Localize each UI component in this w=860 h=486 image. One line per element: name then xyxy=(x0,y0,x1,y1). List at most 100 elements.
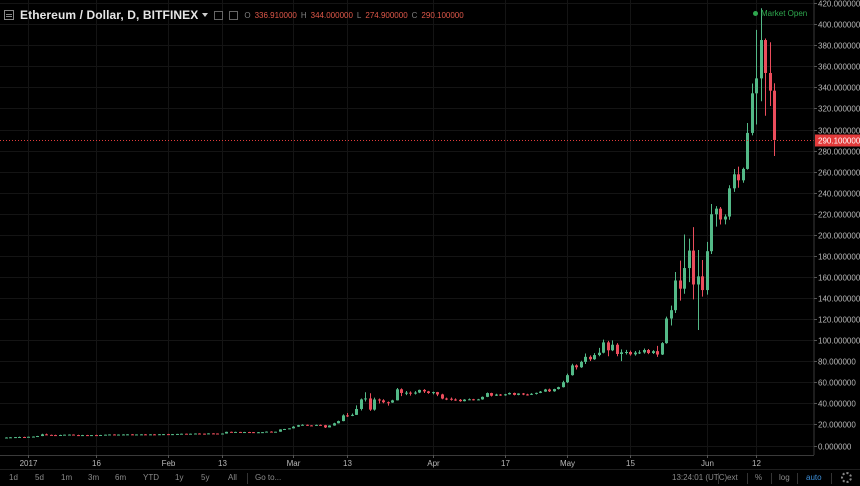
settings-square-icon[interactable] xyxy=(214,10,224,20)
x-tick-label: 15 xyxy=(626,459,635,468)
candle xyxy=(652,350,655,354)
candle-body xyxy=(719,208,722,220)
candle xyxy=(710,204,713,255)
candle-body xyxy=(450,398,453,400)
candle-body xyxy=(342,415,345,422)
candle-body xyxy=(477,399,480,401)
chart-header: Ethereum / Dollar, D, BITFINEX O 336.910… xyxy=(4,7,464,23)
candle-body xyxy=(328,425,331,428)
auto-toggle[interactable]: auto xyxy=(806,473,822,482)
range-1d-button[interactable]: 1d xyxy=(9,473,18,482)
candle xyxy=(301,424,304,426)
candle xyxy=(495,393,498,397)
open-label: O xyxy=(244,10,251,20)
candle xyxy=(270,431,273,433)
candle-body xyxy=(176,433,179,435)
symbol-menu-icon[interactable] xyxy=(4,10,14,20)
compare-square-icon[interactable] xyxy=(229,10,239,20)
log-toggle[interactable]: log xyxy=(779,473,790,482)
candle xyxy=(557,386,560,390)
candle xyxy=(274,431,277,433)
candle xyxy=(423,389,426,393)
candle-body xyxy=(81,435,84,437)
candle-body xyxy=(68,434,71,436)
gear-icon[interactable] xyxy=(841,472,852,483)
y-tick-label: 300.000000 xyxy=(818,127,860,136)
range-all-button[interactable]: All xyxy=(228,473,237,482)
percent-toggle[interactable]: % xyxy=(755,473,763,482)
symbol-title[interactable]: Ethereum / Dollar, D, BITFINEX xyxy=(20,8,199,22)
candle-body xyxy=(189,433,192,435)
candle-body xyxy=(9,437,12,439)
candle xyxy=(643,348,646,354)
candle xyxy=(360,398,363,411)
candle xyxy=(611,340,614,352)
high-value: 344.000000 xyxy=(310,10,353,20)
range-5d-button[interactable]: 5d xyxy=(35,473,44,482)
candle-body xyxy=(283,428,286,430)
candle xyxy=(755,29,758,125)
candle xyxy=(95,434,98,437)
grid-lines xyxy=(0,0,814,455)
candle-body xyxy=(23,436,26,438)
range-1y-button[interactable]: 1y xyxy=(175,473,184,482)
y-tick-label: 20.000000 xyxy=(818,421,856,430)
candle xyxy=(566,373,569,383)
range-6m-button[interactable]: 6m xyxy=(115,473,127,482)
candle-body xyxy=(746,132,749,169)
candle-body xyxy=(99,434,102,436)
candle xyxy=(733,169,736,192)
candle xyxy=(544,388,547,392)
candle-body xyxy=(557,387,560,390)
chevron-down-icon[interactable] xyxy=(202,13,209,17)
y-tick-label: 160.000000 xyxy=(818,274,860,283)
candle xyxy=(158,434,161,436)
candle-body xyxy=(755,78,758,94)
candle-body xyxy=(131,434,134,436)
candle-body xyxy=(288,428,291,430)
range-1m-button[interactable]: 1m xyxy=(61,473,73,482)
candle-body xyxy=(737,174,740,181)
candle xyxy=(342,414,345,422)
y-tick-label: 320.000000 xyxy=(818,105,860,114)
candle-body xyxy=(86,435,89,437)
candle xyxy=(656,345,659,357)
candle-body xyxy=(387,402,390,404)
candle xyxy=(414,391,417,395)
candle xyxy=(742,167,745,183)
candle xyxy=(248,431,251,434)
ext-toggle[interactable]: ext xyxy=(727,473,738,482)
x-tick-label: Jun xyxy=(701,459,714,468)
candle-body xyxy=(230,431,233,433)
candle xyxy=(584,353,587,364)
candle-body xyxy=(468,399,471,401)
candle-body xyxy=(688,250,691,269)
range-ytd-button[interactable]: YTD xyxy=(143,473,159,482)
y-tick-label: 280.000000 xyxy=(818,148,860,157)
candle xyxy=(292,426,295,429)
candle-body xyxy=(427,391,430,393)
y-tick-label: 0.000000 xyxy=(818,443,852,452)
candle-body xyxy=(508,392,511,395)
y-tick-label: 120.000000 xyxy=(818,316,860,325)
candle xyxy=(68,434,71,436)
candle xyxy=(23,436,26,438)
candle xyxy=(261,432,264,434)
candle-body xyxy=(589,356,592,360)
candle xyxy=(499,394,502,396)
toolbar-divider xyxy=(247,473,248,484)
range-5y-button[interactable]: 5y xyxy=(201,473,210,482)
candle xyxy=(638,350,641,354)
last-price-line: 290.100000 xyxy=(0,134,860,147)
candle-body xyxy=(418,389,421,393)
candle xyxy=(162,434,165,436)
utc-time[interactable]: 13:24:01 (UTC) xyxy=(672,473,728,482)
range-3m-button[interactable]: 3m xyxy=(88,473,100,482)
goto-button[interactable]: Go to... xyxy=(255,473,282,482)
candle xyxy=(81,434,84,437)
candle xyxy=(315,424,318,426)
candle-body xyxy=(306,424,309,426)
candle xyxy=(562,380,565,388)
